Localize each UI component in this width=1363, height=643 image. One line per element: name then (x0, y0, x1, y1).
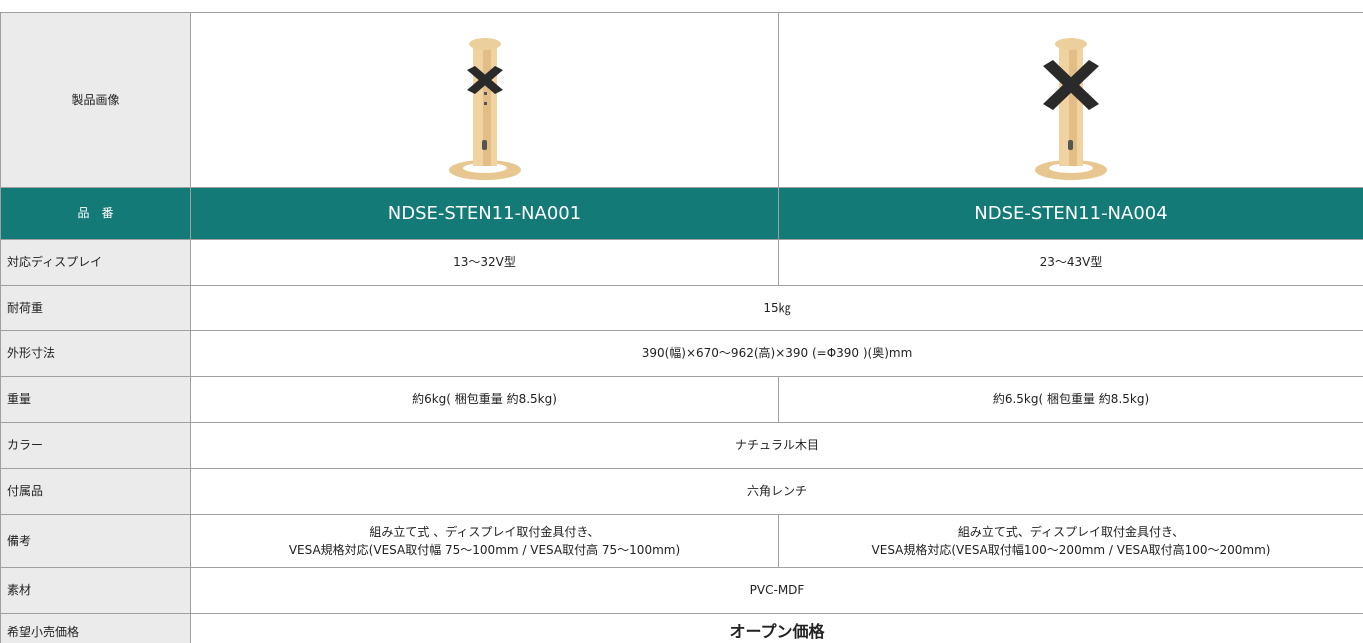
spec-table: 製品画像 (0, 11, 1363, 643)
product-image (190, 11, 779, 189)
spec-row: 素材 PVC-MDF (0, 567, 1363, 615)
spec-value: ナチュラル木目 (190, 422, 1363, 470)
row-label: 備考 (0, 514, 191, 569)
header-label: 品 番 (0, 187, 191, 241)
spec-value: 六角レンチ (190, 468, 1363, 516)
row-label: 外形寸法 (0, 330, 191, 378)
spec-row: 希望小売価格 オープン価格 (0, 613, 1363, 643)
row-label: 製品画像 (0, 11, 191, 189)
spec-row: 対応ディスプレイ 13～32V型 23～43V型 (0, 239, 1363, 287)
spec-row: 付属品 六角レンチ (0, 468, 1363, 516)
model-number: NDSE-STEN11-NA001 (190, 187, 779, 241)
row-label: 対応ディスプレイ (0, 239, 191, 287)
spec-row: 備考 組み立て式 、ディスプレイ取付金具付き、 VESA規格対応(VESA取付幅 … (0, 514, 1363, 569)
spec-value: 13～32V型 (190, 239, 779, 287)
table-body: 製品画像 (0, 11, 1363, 643)
spec-value: 23～43V型 (778, 239, 1363, 287)
spec-value: オープン価格 (190, 613, 1363, 643)
spec-row: 外形寸法 390(幅)×670～962(高)×390 (=Φ390 )(奥)mm (0, 330, 1363, 378)
product-image (778, 11, 1363, 189)
row-label: カラー (0, 422, 191, 470)
row-label: 付属品 (0, 468, 191, 516)
stand-image (1035, 37, 1107, 180)
spec-row: カラー ナチュラル木目 (0, 422, 1363, 470)
spec-value: 約6kg( 梱包重量 約8.5kg) (190, 376, 779, 424)
row-label: 耐荷重 (0, 285, 191, 332)
image-row: 製品画像 (0, 11, 1363, 189)
spec-value: PVC-MDF (190, 567, 1363, 615)
row-label: 重量 (0, 376, 191, 424)
row-label: 素材 (0, 567, 191, 615)
stand-image (448, 37, 521, 180)
spec-value: 390(幅)×670～962(高)×390 (=Φ390 )(奥)mm (190, 330, 1363, 378)
spec-value: 組み立て式 、ディスプレイ取付金具付き、 VESA規格対応(VESA取付幅 75… (190, 514, 779, 569)
model-number: NDSE-STEN11-NA004 (778, 187, 1363, 241)
row-label: 希望小売価格 (0, 613, 191, 643)
spec-row: 耐荷重 15㎏ (0, 285, 1363, 332)
spec-row: 重量 約6kg( 梱包重量 約8.5kg) 約6.5kg( 梱包重量 約8.5kg) (0, 376, 1363, 424)
spec-value: 約6.5kg( 梱包重量 約8.5kg) (778, 376, 1363, 424)
spec-value: 組み立て式、ディスプレイ取付金具付き、 VESA規格対応(VESA取付幅100～… (778, 514, 1363, 569)
spec-value: 15㎏ (190, 285, 1363, 332)
header-row: 品 番 NDSE-STEN11-NA001 NDSE-STEN11-NA004 (0, 187, 1363, 241)
